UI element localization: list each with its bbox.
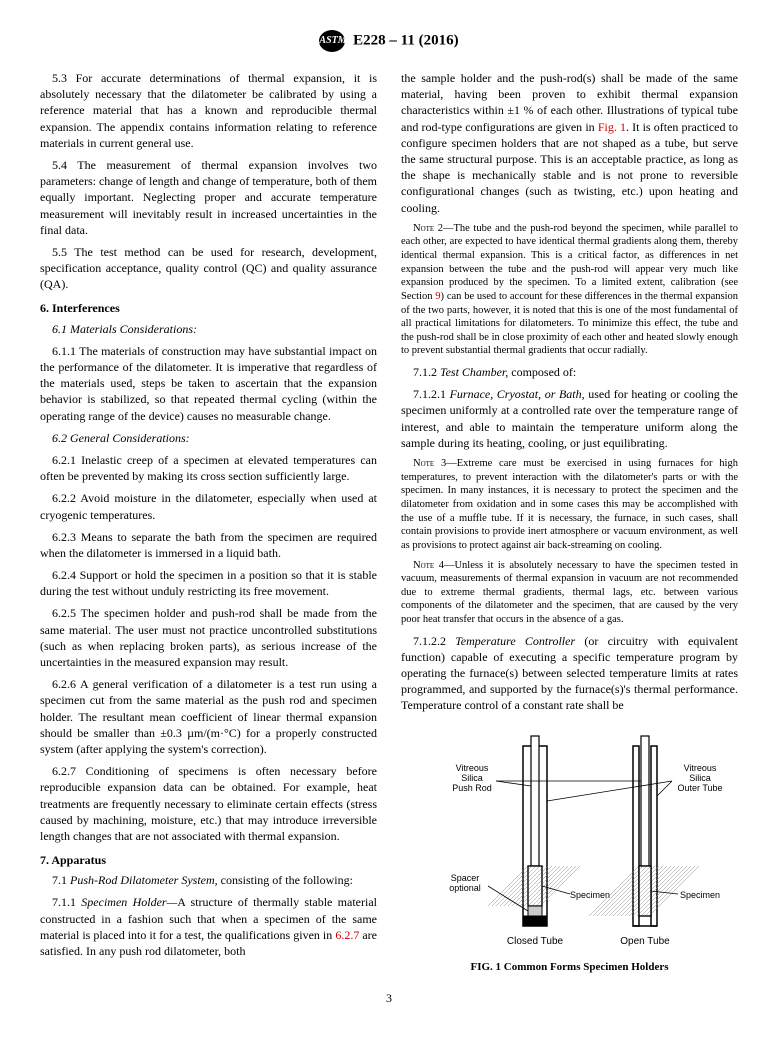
astm-logo: ASTM bbox=[319, 30, 345, 52]
para-7-1-2-2-num: 7.1.2.2 bbox=[413, 634, 455, 648]
svg-text:Vitreous: Vitreous bbox=[455, 763, 488, 773]
para-7-1-2: 7.1.2 Test Chamber, composed of: bbox=[401, 364, 738, 380]
para-6-2-7: 6.2.7 Conditioning of specimens is often… bbox=[40, 763, 377, 844]
note-3-label: Note 3— bbox=[413, 458, 457, 469]
svg-text:Silica: Silica bbox=[461, 773, 483, 783]
figure-1: Closed TubeOpen TubeVitreousSilicaPush R… bbox=[401, 726, 738, 975]
designation: E228 – 11 (2016) bbox=[353, 32, 458, 48]
svg-text:Spacer: Spacer bbox=[450, 873, 479, 883]
para-7-1-1-cont: the sample holder and the push-rod(s) sh… bbox=[401, 70, 738, 216]
para-6-2-5: 6.2.5 The specimen holder and push-rod s… bbox=[40, 605, 377, 670]
svg-text:Vitreous: Vitreous bbox=[683, 763, 716, 773]
para-7-1-1-em: Specimen Holder— bbox=[81, 895, 177, 909]
para-6-2-1: 6.2.1 Inelastic creep of a specimen at e… bbox=[40, 452, 377, 484]
para-7-1-em: Push-Rod Dilatometer System, bbox=[70, 873, 218, 887]
link-fig-1[interactable]: Fig. 1 bbox=[598, 120, 626, 134]
note-3-body: Extreme care must be exercised in using … bbox=[401, 458, 738, 551]
subsection-6-1: 6.1 Materials Considerations: bbox=[52, 322, 197, 336]
para-7-1-rest: consisting of the following: bbox=[218, 873, 353, 887]
note-2-b: ) can be used to account for these diffe… bbox=[401, 291, 738, 357]
svg-text:optional: optional bbox=[449, 883, 481, 893]
svg-text:Open Tube: Open Tube bbox=[620, 936, 670, 947]
svg-text:Specimen: Specimen bbox=[679, 890, 719, 900]
section-7-title: 7. Apparatus bbox=[40, 852, 377, 868]
para-5-4: 5.4 The measurement of thermal expansion… bbox=[40, 157, 377, 238]
section-6-title: 6. Interferences bbox=[40, 300, 377, 316]
para-6-1-1: 6.1.1 The materials of construction may … bbox=[40, 343, 377, 424]
para-7-1: 7.1 Push-Rod Dilatometer System, consist… bbox=[40, 872, 377, 888]
para-7-1-1-num: 7.1.1 bbox=[52, 895, 81, 909]
para-7-1-2-em: Test Chamber, bbox=[440, 365, 508, 379]
para-7-1-2-2-em: Temperature Controller bbox=[455, 634, 575, 648]
para-7-1-2-1-em: Furnace, Cryostat, or Bath, bbox=[450, 387, 585, 401]
para-6-2: 6.2 General Considerations: bbox=[40, 430, 377, 446]
svg-text:Closed Tube: Closed Tube bbox=[506, 936, 563, 947]
para-6-2-3: 6.2.3 Means to separate the bath from th… bbox=[40, 529, 377, 561]
para-7-1-2-num: 7.1.2 bbox=[413, 365, 440, 379]
subsection-6-2: 6.2 General Considerations: bbox=[52, 431, 190, 445]
para-5-3: 5.3 For accurate determinations of therm… bbox=[40, 70, 377, 151]
note-2: Note 2—The tube and the push-rod beyond … bbox=[401, 222, 738, 358]
para-7-1-num: 7.1 bbox=[52, 873, 70, 887]
page-number: 3 bbox=[40, 991, 738, 1006]
figure-1-caption: FIG. 1 Common Forms Specimen Holders bbox=[401, 960, 738, 975]
para-6-1: 6.1 Materials Considerations: bbox=[40, 321, 377, 337]
link-6-2-7[interactable]: 6.2.7 bbox=[335, 928, 359, 942]
para-7-1-2-1: 7.1.2.1 Furnace, Cryostat, or Bath, used… bbox=[401, 386, 738, 451]
para-7-1-2-1-num: 7.1.2.1 bbox=[413, 387, 450, 401]
note-4: Note 4—Unless it is absolutely necessary… bbox=[401, 559, 738, 627]
svg-text:Silica: Silica bbox=[689, 773, 711, 783]
figure-1-svg: Closed TubeOpen TubeVitreousSilicaPush R… bbox=[410, 726, 730, 956]
para-6-2-6: 6.2.6 A general verification of a dilato… bbox=[40, 676, 377, 757]
para-7-1-2-2: 7.1.2.2 Temperature Controller (or circu… bbox=[401, 633, 738, 714]
page: ASTM E228 – 11 (2016) 5.3 For accurate d… bbox=[0, 0, 778, 1026]
para-7-1-1: 7.1.1 Specimen Holder—A structure of the… bbox=[40, 894, 377, 959]
note-4-label: Note 4— bbox=[413, 560, 454, 571]
svg-text:Specimen: Specimen bbox=[569, 890, 609, 900]
page-header: ASTM E228 – 11 (2016) bbox=[40, 30, 738, 52]
body-columns: 5.3 For accurate determinations of therm… bbox=[40, 70, 738, 975]
note-2-label: Note 2— bbox=[413, 223, 454, 234]
para-6-2-2: 6.2.2 Avoid moisture in the dilatometer,… bbox=[40, 490, 377, 522]
para-7-1-2-rest: composed of: bbox=[508, 365, 576, 379]
para-5-5: 5.5 The test method can be used for rese… bbox=[40, 244, 377, 293]
para-6-2-4: 6.2.4 Support or hold the specimen in a … bbox=[40, 567, 377, 599]
note-3: Note 3—Extreme care must be exercised in… bbox=[401, 457, 738, 552]
svg-text:Outer Tube: Outer Tube bbox=[677, 783, 722, 793]
svg-text:Push Rod: Push Rod bbox=[452, 783, 492, 793]
